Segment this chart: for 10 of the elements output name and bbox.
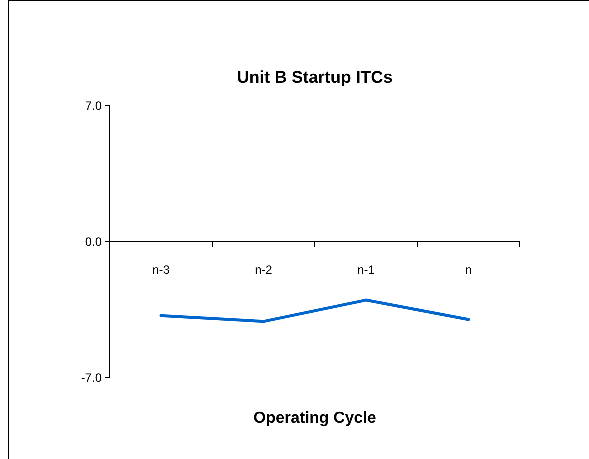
y-tick-label: -7.0	[81, 371, 102, 385]
y-tick-label: 0.0	[85, 235, 102, 249]
x-tick-label: n-2	[255, 263, 273, 277]
x-tick-label: n-1	[358, 263, 376, 277]
x-tick-label: n	[465, 263, 472, 277]
x-axis-title: Operating Cycle	[254, 410, 376, 427]
y-tick-label: 7.0	[85, 99, 102, 113]
line-series	[160, 298, 470, 324]
x-tick-label: n-3	[152, 263, 170, 277]
chart-title: Unit B Startup ITCs	[237, 68, 393, 87]
